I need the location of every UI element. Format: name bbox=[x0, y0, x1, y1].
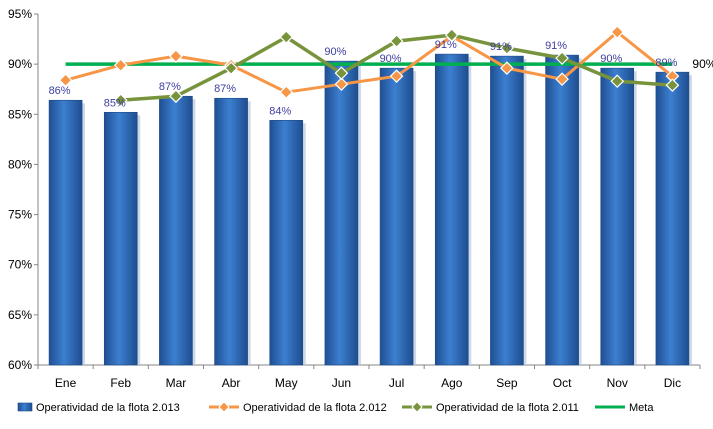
legend-label: Operatividad de la flota 2.012 bbox=[243, 402, 387, 414]
bar-data-label: 90% bbox=[324, 46, 346, 58]
legend-label: Meta bbox=[629, 402, 654, 414]
legend-label: Operatividad de la flota 2.011 bbox=[436, 402, 579, 414]
x-tick-label: Oct bbox=[553, 376, 572, 390]
bar-data-label: 86% bbox=[49, 85, 71, 97]
legend-item: Operatividad de la flota 2.012 bbox=[209, 402, 387, 414]
legend-item: Meta bbox=[595, 402, 654, 414]
y-tick-label: 65% bbox=[8, 308, 32, 322]
bar bbox=[380, 68, 413, 365]
series-2012-marker bbox=[115, 59, 127, 71]
bar bbox=[435, 54, 468, 365]
chart: 60% 65% 70% 75% 80% 85% 90% 95% Ene Feb Mar Abr May J… bbox=[0, 0, 713, 429]
bar bbox=[325, 61, 358, 365]
x-tick-label: Abr bbox=[222, 376, 241, 390]
y-tick-label: 70% bbox=[8, 258, 32, 272]
bar-data-label: 89% bbox=[655, 57, 677, 69]
bar-data-label: 87% bbox=[214, 83, 236, 95]
x-tick-label: Jul bbox=[389, 376, 404, 390]
bar bbox=[656, 72, 689, 365]
x-tick-label: Ago bbox=[441, 376, 463, 390]
bar bbox=[104, 112, 137, 365]
series-2012-marker bbox=[170, 50, 182, 62]
meta-end-label: 90% bbox=[692, 57, 713, 71]
legend-marker bbox=[412, 402, 422, 412]
legend: Operatividad de la flota 2.013 Operativid… bbox=[18, 402, 654, 414]
x-tick-label: Jun bbox=[332, 376, 351, 390]
bar bbox=[270, 120, 303, 365]
bar bbox=[49, 100, 82, 365]
bar-data-label: 87% bbox=[159, 81, 181, 93]
bar-data-label: 84% bbox=[269, 105, 291, 117]
legend-item: Operatividad de la flota 2.011 bbox=[402, 402, 579, 414]
y-tick-label: 90% bbox=[8, 57, 32, 71]
bar-data-label: 91% bbox=[545, 40, 567, 52]
legend-marker bbox=[219, 402, 229, 412]
x-tick-label: Nov bbox=[607, 376, 628, 390]
x-tick-label: Sep bbox=[496, 376, 518, 390]
bar-data-label: 90% bbox=[380, 53, 402, 65]
bar bbox=[159, 96, 192, 365]
x-tick-label: Feb bbox=[110, 376, 131, 390]
bars bbox=[49, 54, 692, 365]
bar-data-label: 85% bbox=[104, 97, 126, 109]
x-tick-label: Dic bbox=[664, 376, 681, 390]
y-tick-label: 85% bbox=[8, 107, 32, 121]
y-tick-label: 75% bbox=[8, 208, 32, 222]
bar bbox=[546, 55, 579, 365]
y-tick-label: 80% bbox=[8, 157, 32, 171]
y-tick-label: 95% bbox=[8, 7, 32, 21]
bar bbox=[601, 68, 634, 365]
bar bbox=[490, 56, 523, 365]
bar-data-label: 90% bbox=[600, 53, 622, 65]
x-tick-label: Mar bbox=[166, 376, 187, 390]
legend-swatch bbox=[18, 403, 32, 411]
x-tick-label: Ene bbox=[55, 376, 77, 390]
legend-item: Operatividad de la flota 2.013 bbox=[18, 402, 180, 414]
bar-data-label: 91% bbox=[435, 39, 457, 51]
x-tick-label: May bbox=[275, 376, 298, 390]
series-lines bbox=[60, 26, 679, 106]
y-tick-label: 60% bbox=[8, 358, 32, 372]
series-2012-marker bbox=[280, 86, 292, 98]
bar-data-label: 91% bbox=[490, 41, 512, 53]
legend-label: Operatividad de la flota 2.013 bbox=[36, 402, 180, 414]
bar bbox=[215, 98, 248, 365]
